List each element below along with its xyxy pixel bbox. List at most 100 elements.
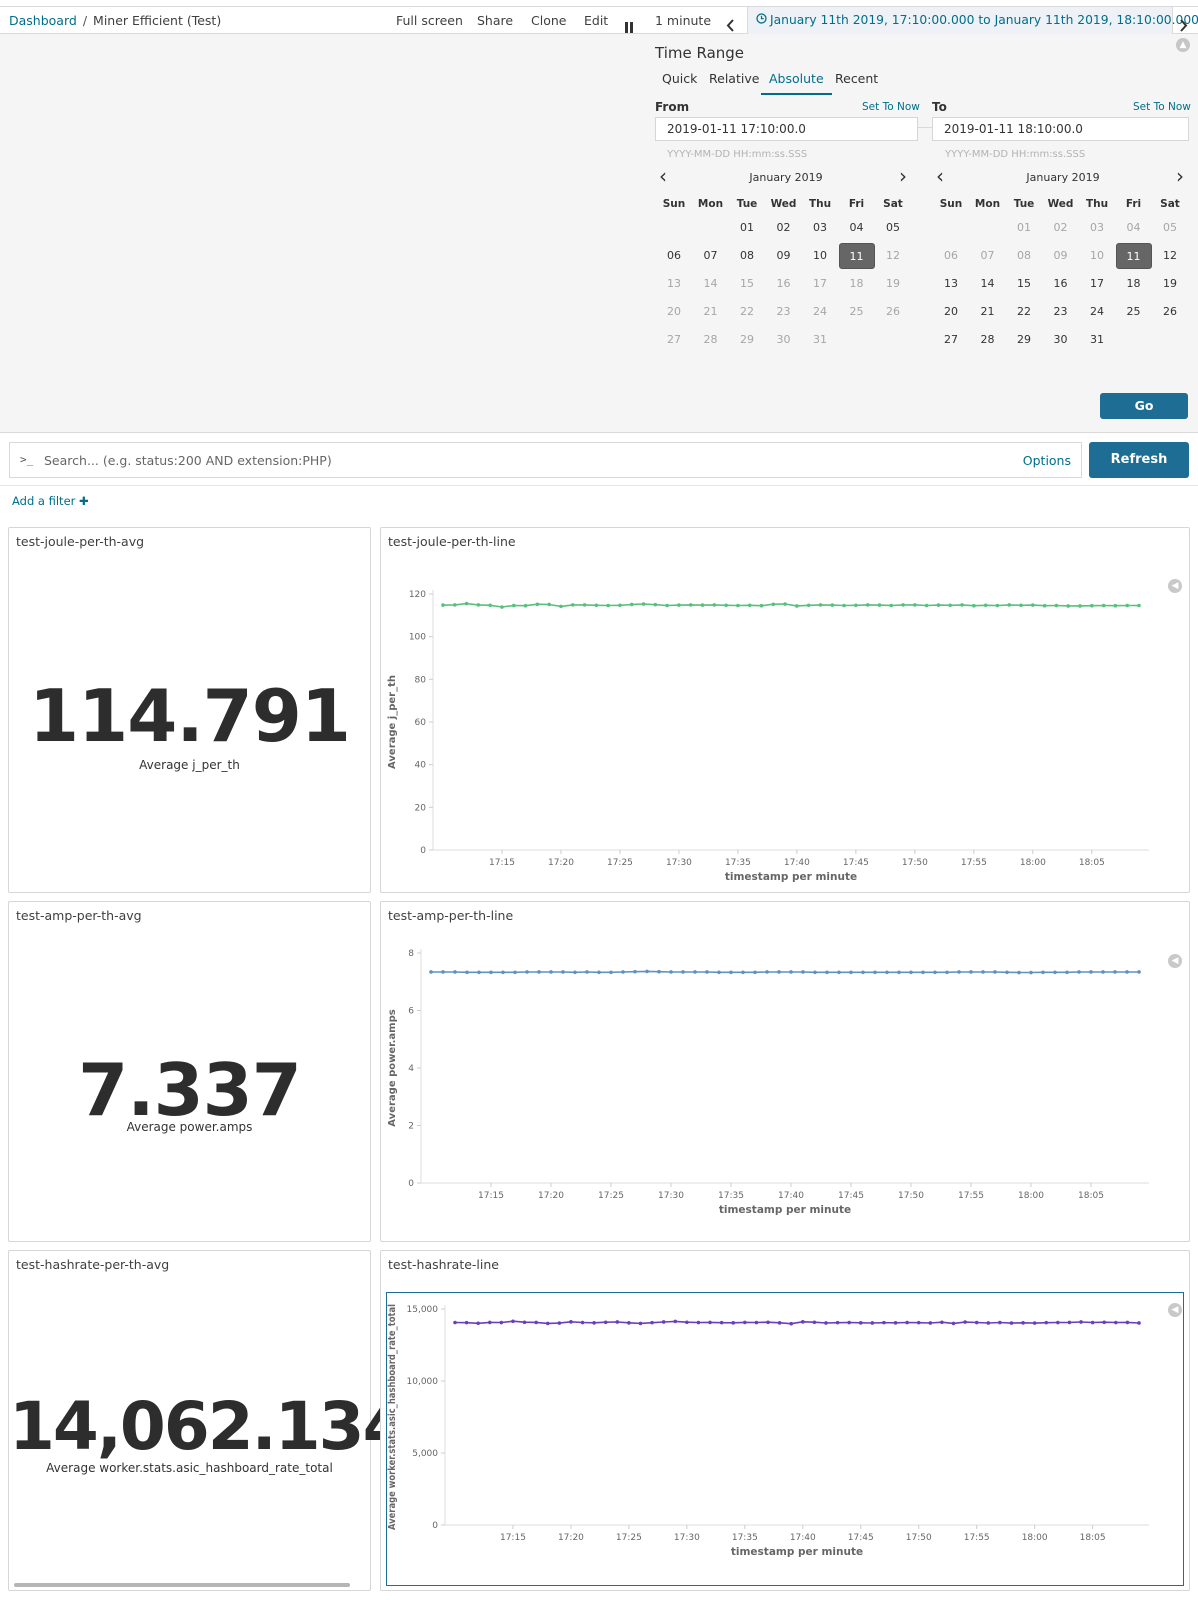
calendar-day[interactable]: 19 <box>886 277 900 290</box>
options-link[interactable]: Options <box>1022 453 1071 468</box>
to-set-to-now-link[interactable]: Set To Now <box>1133 101 1191 113</box>
calendar-day[interactable]: 16 <box>1053 277 1068 290</box>
tab-recent[interactable]: Recent <box>835 71 879 86</box>
calendar-day[interactable]: 27 <box>667 333 681 346</box>
calendar-day[interactable]: 28 <box>703 333 718 346</box>
clone-button[interactable]: Clone <box>531 13 567 28</box>
calendar-day[interactable]: 24 <box>813 305 827 318</box>
data-point <box>465 970 469 975</box>
calendar-day[interactable]: 11 <box>1115 243 1152 269</box>
calendar-day[interactable]: 31 <box>1090 333 1104 346</box>
chevron-left-icon[interactable]: ‹ <box>659 164 667 188</box>
calendar-day[interactable]: 01 <box>740 221 754 234</box>
calendar-day[interactable]: 15 <box>740 277 754 290</box>
calendar-day[interactable]: 10 <box>1090 249 1104 262</box>
legend-toggle-icon[interactable]: ◀ <box>1168 1303 1182 1317</box>
calendar-day[interactable]: 07 <box>980 249 995 262</box>
calendar-day[interactable]: 13 <box>944 277 958 290</box>
to-date-input[interactable]: 2019-01-11 18:10:00.0 <box>932 117 1189 141</box>
calendar-day[interactable]: 14 <box>980 277 995 290</box>
chevron-left-icon[interactable]: ‹ <box>936 164 944 188</box>
calendar-day[interactable]: 12 <box>886 249 900 262</box>
calendar-day[interactable]: 20 <box>944 305 958 318</box>
calendar-day[interactable]: 06 <box>667 249 681 262</box>
from-date-input[interactable]: 2019-01-11 17:10:00.0 <box>655 117 918 141</box>
calendar-day[interactable]: 30 <box>776 333 791 346</box>
chevron-left-icon[interactable] <box>726 14 735 32</box>
calendar-day[interactable]: 03 <box>813 221 827 234</box>
calendar-day[interactable]: 25 <box>849 305 864 318</box>
legend-toggle-icon[interactable]: ◀ <box>1168 579 1182 593</box>
search-input[interactable] <box>44 443 944 477</box>
share-button[interactable]: Share <box>477 13 514 28</box>
calendar-day[interactable]: 12 <box>1163 249 1177 262</box>
calendar-day[interactable]: 19 <box>1163 277 1177 290</box>
calendar-day[interactable]: 23 <box>1053 305 1068 318</box>
calendar-day[interactable]: 11 <box>838 243 875 269</box>
calendar-day[interactable]: 04 <box>1126 221 1141 234</box>
calendar-day[interactable]: 26 <box>1163 305 1177 318</box>
data-point <box>523 603 528 608</box>
legend-toggle-icon[interactable]: ◀ <box>1168 954 1182 968</box>
data-point <box>511 603 516 608</box>
data-point <box>993 970 997 974</box>
calendar-day[interactable]: 18 <box>1126 277 1141 290</box>
calendar-day[interactable]: 10 <box>813 249 827 262</box>
horizontal-scrollbar[interactable] <box>14 1583 350 1587</box>
calendar-day[interactable]: 18 <box>849 277 864 290</box>
breadcrumb-dashboard-link[interactable]: Dashboard <box>9 13 77 28</box>
calendar-day[interactable]: 08 <box>740 249 754 262</box>
calendar-day[interactable]: 22 <box>740 305 754 318</box>
calendar-day[interactable]: 28 <box>980 333 995 346</box>
calendar-day[interactable]: 31 <box>813 333 827 346</box>
calendar-day[interactable]: 05 <box>1163 221 1177 234</box>
calendar-day[interactable]: 14 <box>703 277 718 290</box>
chevron-right-icon[interactable]: › <box>1176 164 1184 188</box>
calendar-day[interactable]: 27 <box>944 333 958 346</box>
calendar-day[interactable]: 23 <box>776 305 791 318</box>
calendar-day[interactable]: 13 <box>667 277 681 290</box>
edit-button[interactable]: Edit <box>584 13 609 28</box>
time-range-picker-button[interactable]: January 11th 2019, 17:10:00.000 to Janua… <box>747 7 1198 34</box>
calendar-day[interactable]: 03 <box>1090 221 1104 234</box>
calendar-day[interactable]: 02 <box>776 221 791 234</box>
calendar-day[interactable]: 07 <box>703 249 718 262</box>
full-screen-button[interactable]: Full screen <box>396 13 463 28</box>
calendar-day[interactable]: 09 <box>776 249 791 262</box>
from-set-to-now-link[interactable]: Set To Now <box>862 101 920 113</box>
calendar-day[interactable]: 26 <box>886 305 900 318</box>
calendar-day[interactable]: 25 <box>1126 305 1141 318</box>
data-point <box>969 970 973 974</box>
calendar-day[interactable]: 24 <box>1090 305 1104 318</box>
calendar-day[interactable]: 05 <box>886 221 900 234</box>
go-button[interactable]: Go <box>1100 393 1188 419</box>
tab-relative[interactable]: Relative <box>709 71 760 86</box>
refresh-interval-button[interactable]: 1 minute <box>655 13 712 28</box>
calendar-day[interactable]: 17 <box>813 277 827 290</box>
calendar-day[interactable]: 17 <box>1090 277 1104 290</box>
calendar-day[interactable]: 06 <box>944 249 958 262</box>
add-filter-link[interactable]: Add a filter ✚ <box>12 494 89 508</box>
collapse-icon[interactable]: ▲ <box>1176 38 1190 52</box>
calendar-day[interactable]: 04 <box>849 221 864 234</box>
breadcrumb-current: Miner Efficient (Test) <box>93 13 222 28</box>
tab-quick[interactable]: Quick <box>662 71 698 86</box>
calendar-day[interactable]: 29 <box>740 333 754 346</box>
calendar-day[interactable]: 21 <box>703 305 718 318</box>
calendar-day[interactable]: 02 <box>1053 221 1068 234</box>
calendar-day[interactable]: 09 <box>1053 249 1068 262</box>
calendar-day[interactable]: 08 <box>1017 249 1031 262</box>
chevron-right-icon[interactable] <box>1179 14 1188 32</box>
tab-absolute[interactable]: Absolute <box>761 71 832 95</box>
refresh-button[interactable]: Refresh <box>1089 442 1189 478</box>
calendar-day[interactable]: 16 <box>776 277 791 290</box>
calendar-day[interactable]: 20 <box>667 305 681 318</box>
calendar-day[interactable]: 22 <box>1017 305 1031 318</box>
chevron-right-icon[interactable]: › <box>899 164 907 188</box>
calendar-day[interactable]: 21 <box>980 305 995 318</box>
calendar-day[interactable]: 15 <box>1017 277 1031 290</box>
calendar-day[interactable]: 30 <box>1053 333 1068 346</box>
pause-icon[interactable] <box>624 15 635 33</box>
calendar-day[interactable]: 29 <box>1017 333 1031 346</box>
calendar-day[interactable]: 01 <box>1017 221 1031 234</box>
